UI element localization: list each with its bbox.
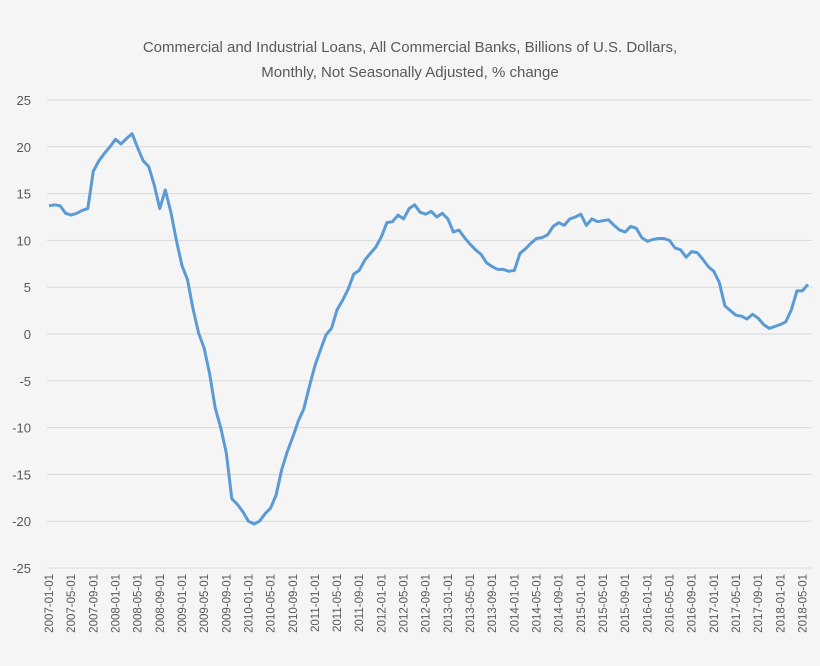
x-tick-label: 2010-09-01 <box>288 574 300 633</box>
y-tick-label: -5 <box>19 374 31 389</box>
x-tick-label: 2015-01-01 <box>576 574 588 633</box>
x-tick-label: 2008-05-01 <box>133 574 145 633</box>
y-tick-label: 5 <box>24 280 31 295</box>
x-tick-label: 2011-01-01 <box>310 574 322 632</box>
y-tick-label: -10 <box>12 421 31 436</box>
y-tick-label: 15 <box>17 187 31 202</box>
x-tick-label: 2012-09-01 <box>421 574 433 633</box>
x-tick-label: 2015-05-01 <box>598 574 610 633</box>
x-tick-label: 2007-01-01 <box>44 574 56 633</box>
x-tick-label: 2009-05-01 <box>199 574 211 633</box>
x-tick-label: 2016-01-01 <box>642 574 654 633</box>
x-tick-label: 2015-09-01 <box>620 574 632 633</box>
x-tick-label: 2008-01-01 <box>110 574 122 633</box>
x-tick-label: 2014-09-01 <box>554 574 566 633</box>
x-tick-label: 2016-05-01 <box>664 574 676 633</box>
y-tick-label: -20 <box>12 514 31 529</box>
x-tick-label: 2017-09-01 <box>753 574 765 633</box>
x-tick-label: 2011-05-01 <box>332 574 344 632</box>
y-tick-label: 0 <box>24 327 31 342</box>
x-tick-label: 2016-09-01 <box>687 574 699 633</box>
x-tick-label: 2018-05-01 <box>797 574 809 633</box>
x-tick-label: 2008-09-01 <box>155 574 167 633</box>
x-tick-label: 2007-09-01 <box>88 574 100 633</box>
x-tick-label: 2007-05-01 <box>66 574 78 633</box>
x-tick-label: 2013-09-01 <box>487 574 499 633</box>
y-tick-label: -25 <box>12 561 31 576</box>
chart-title-line-1: Commercial and Industrial Loans, All Com… <box>143 39 677 56</box>
x-tick-label: 2012-01-01 <box>376 574 388 633</box>
x-tick-label: 2011-09-01 <box>354 574 366 632</box>
x-tick-label: 2017-05-01 <box>731 574 743 633</box>
x-tick-label: 2013-01-01 <box>443 574 455 633</box>
x-tick-label: 2010-05-01 <box>266 574 278 633</box>
x-tick-label: 2014-05-01 <box>532 574 544 633</box>
x-tick-label: 2012-05-01 <box>399 574 411 633</box>
y-tick-label: 25 <box>17 93 31 108</box>
x-tick-label: 2009-01-01 <box>177 574 189 633</box>
series-line <box>48 132 810 526</box>
x-tick-label: 2009-09-01 <box>221 574 233 633</box>
chart-title-line-2: Monthly, Not Seasonally Adjusted, % chan… <box>261 64 558 81</box>
x-tick-label: 2018-01-01 <box>775 574 787 633</box>
y-tick-label: 10 <box>17 233 31 248</box>
y-tick-label: 20 <box>17 140 31 155</box>
x-tick-label: 2017-01-01 <box>709 574 721 633</box>
x-tick-label: 2010-01-01 <box>243 574 255 633</box>
x-tick-label: 2013-05-01 <box>465 574 477 633</box>
x-tick-label: 2014-01-01 <box>509 574 521 633</box>
y-tick-label: -15 <box>12 467 31 482</box>
